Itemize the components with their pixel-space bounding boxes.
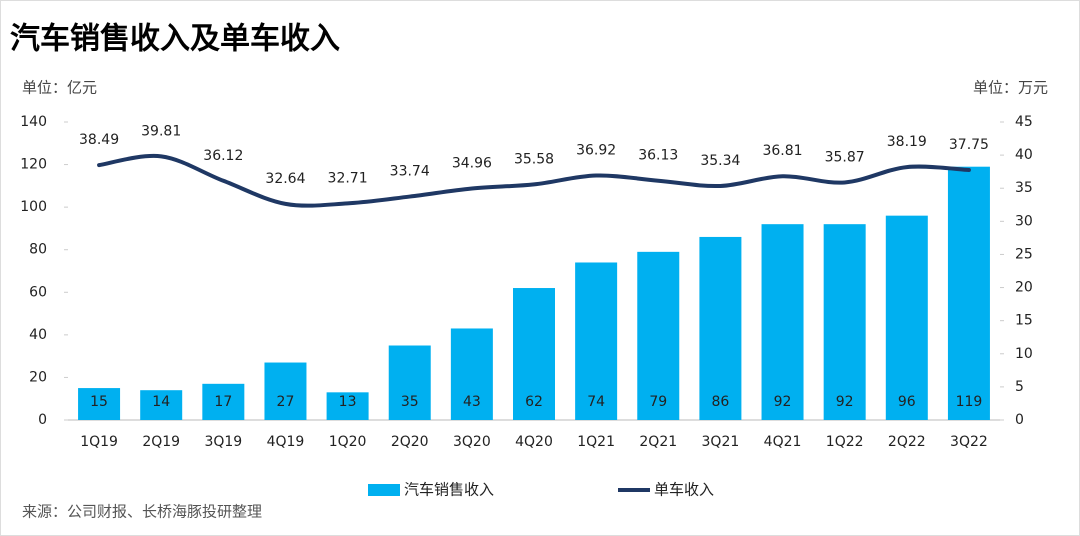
bar xyxy=(761,224,804,420)
y-tick-label: 40 xyxy=(29,327,47,343)
source: 来源：公司财报、长桥海豚投研整理 xyxy=(22,503,262,521)
bar-label: 79 xyxy=(649,394,667,410)
y2-tick-label: 15 xyxy=(1015,313,1033,329)
legend-label: 单车收入 xyxy=(654,481,714,499)
bar-label: 86 xyxy=(711,394,729,410)
bar xyxy=(947,166,990,420)
y-tick-label: 60 xyxy=(29,284,47,300)
bar-label: 35 xyxy=(401,394,419,410)
x-tick-label: 3Q22 xyxy=(950,434,988,450)
y2-tick-label: 5 xyxy=(1015,379,1024,395)
line-label: 32.64 xyxy=(265,171,305,187)
y-tick-label: 100 xyxy=(20,199,47,215)
x-tick-label: 1Q21 xyxy=(577,434,615,450)
line-label: 38.19 xyxy=(887,134,927,150)
y2-tick-label: 10 xyxy=(1015,346,1033,362)
x-tick-label: 2Q21 xyxy=(639,434,677,450)
line-label: 37.75 xyxy=(949,137,989,153)
x-tick-label: 2Q22 xyxy=(888,434,926,450)
bar xyxy=(264,362,307,420)
line-label: 36.92 xyxy=(576,143,616,159)
bar-label: 15 xyxy=(90,394,108,410)
bar xyxy=(513,288,555,420)
y2-unit: 单位：万元 xyxy=(973,79,1048,97)
bar-label: 62 xyxy=(525,394,543,410)
y2-tick-label: 30 xyxy=(1015,213,1033,229)
bar xyxy=(823,224,866,420)
bar xyxy=(202,383,245,420)
bar-label: 96 xyxy=(898,394,916,410)
bar xyxy=(637,251,680,420)
line-label: 35.34 xyxy=(700,153,740,169)
bar xyxy=(388,345,431,420)
y2-tick-label: 35 xyxy=(1015,180,1033,196)
line xyxy=(97,153,971,208)
y2-tick-label: 0 xyxy=(1015,412,1024,428)
x-tick-label: 1Q22 xyxy=(826,434,864,450)
bar-label: 74 xyxy=(587,394,605,410)
x-tick-label: 2Q20 xyxy=(391,434,429,450)
x-tick-label: 2Q19 xyxy=(142,434,180,450)
bar xyxy=(450,328,493,420)
bar xyxy=(326,392,369,420)
line-label: 35.58 xyxy=(514,151,554,167)
bar-label: 13 xyxy=(339,394,357,410)
y-tick-label: 140 xyxy=(20,114,47,130)
bar xyxy=(140,390,183,420)
x-tick-label: 3Q20 xyxy=(453,434,491,450)
bar-label: 27 xyxy=(277,394,295,410)
x-tick-label: 4Q21 xyxy=(764,434,802,450)
x-tick-label: 1Q20 xyxy=(329,434,367,450)
bar-label: 43 xyxy=(463,394,481,410)
line-label: 36.81 xyxy=(762,143,802,159)
bar-label: 14 xyxy=(152,394,170,410)
x-tick-label: 3Q19 xyxy=(204,434,242,450)
line-label: 35.87 xyxy=(825,149,865,165)
line-label: 33.74 xyxy=(390,164,430,180)
y-tick-label: 20 xyxy=(29,369,47,385)
legend-label: 汽车销售收入 xyxy=(404,481,494,499)
bar xyxy=(885,215,928,420)
bar-label: 92 xyxy=(836,394,854,410)
bar xyxy=(575,262,618,420)
y-tick-label: 0 xyxy=(38,412,47,428)
chart-title: 汽车销售收入及单车收入 xyxy=(10,22,340,57)
bar-label: 92 xyxy=(774,394,792,410)
x-tick-label: 4Q20 xyxy=(515,434,553,450)
bar xyxy=(78,388,121,420)
line-label: 36.12 xyxy=(203,148,243,164)
y-tick-label: 80 xyxy=(29,242,47,258)
y2-tick-label: 20 xyxy=(1015,280,1033,296)
y2-tick-label: 25 xyxy=(1015,246,1033,262)
x-tick-label: 1Q19 xyxy=(80,434,118,450)
legend-swatch xyxy=(368,484,400,496)
y2-tick-label: 40 xyxy=(1015,147,1033,163)
line-label: 39.81 xyxy=(141,123,181,139)
line-label: 32.71 xyxy=(328,170,368,186)
y2-tick-label: 45 xyxy=(1015,114,1033,130)
line-label: 36.13 xyxy=(638,148,678,164)
bar xyxy=(699,236,742,420)
x-tick-label: 4Q19 xyxy=(267,434,305,450)
y-unit: 单位：亿元 xyxy=(22,79,97,97)
x-tick-label: 3Q21 xyxy=(702,434,740,450)
y-tick-label: 120 xyxy=(20,157,47,173)
bar-label: 17 xyxy=(214,394,232,410)
line-label: 34.96 xyxy=(452,155,492,171)
line-label: 38.49 xyxy=(79,132,119,148)
bar-label: 119 xyxy=(956,394,983,410)
